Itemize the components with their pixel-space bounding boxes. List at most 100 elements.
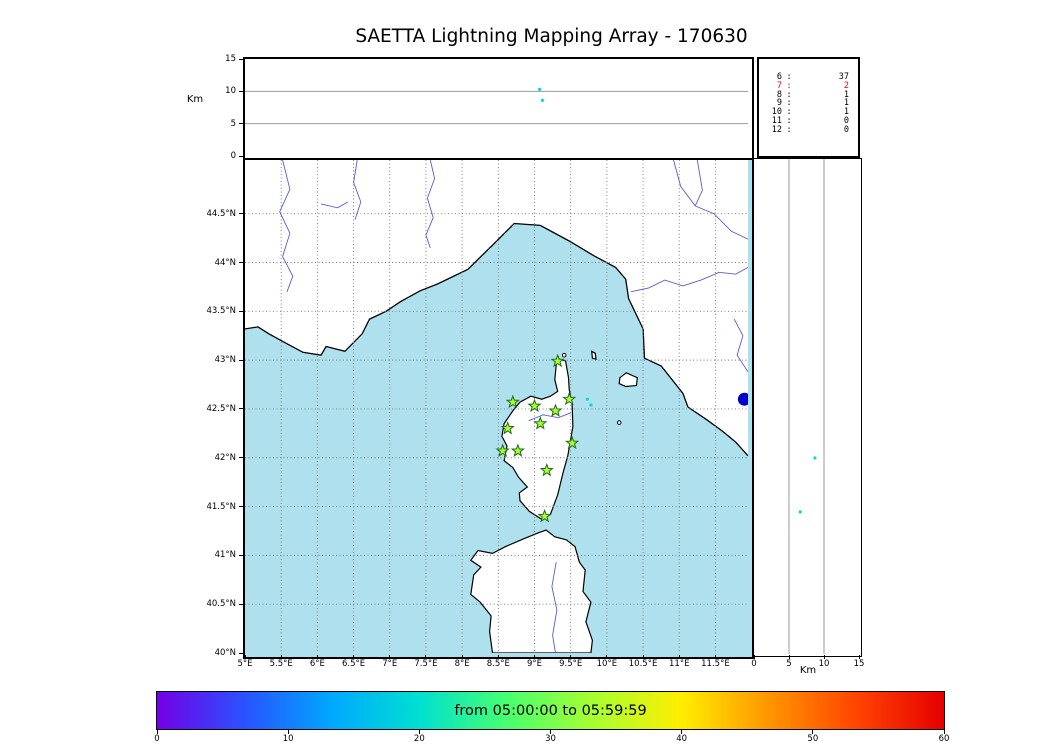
river — [694, 160, 703, 207]
altitude-count-box: 6:37 7:2 8:1 9:1 10:1 11:0 12:0 — [757, 57, 860, 158]
station-marker — [537, 508, 552, 523]
altitude-bin: 11 — [771, 115, 782, 126]
altitude-bin: 10 — [771, 107, 782, 118]
lightning-point — [585, 397, 589, 401]
station-marker — [533, 416, 548, 430]
altitude-longitude-panel — [243, 57, 754, 162]
lon-tick-label: 5°E — [237, 659, 253, 669]
tick-mark — [550, 730, 551, 734]
lightning-point — [589, 403, 593, 407]
lon-tick-label: 6°E — [309, 659, 325, 669]
lightning-point — [813, 456, 817, 460]
river — [551, 562, 558, 653]
lat-tick-label: 43.5°N — [206, 306, 236, 317]
tick-mark — [418, 730, 420, 734]
lightning-point — [798, 510, 802, 514]
lon-tick-label: 11°E — [669, 659, 690, 669]
colorbar: from 05:00:00 to 05:59:59 — [156, 691, 945, 730]
count-value: 1 — [843, 98, 849, 109]
count-value: 37 — [838, 72, 849, 82]
lat-tick-label: 40.5°N — [206, 599, 236, 610]
lat-tick-label: 41°N — [214, 550, 236, 561]
histogram-row: 7: 2 — [767, 80, 849, 91]
lon-tick-label: 6.5°E — [341, 659, 366, 669]
islet — [616, 420, 622, 425]
separator: : — [786, 89, 792, 100]
coastline — [245, 222, 748, 457]
colorbar-tick-label: 50 — [807, 734, 819, 744]
count-value: 2 — [843, 80, 849, 91]
lat-tick-label: 42°N — [214, 452, 236, 463]
lat-tick-label: 43°N — [214, 355, 236, 366]
sardinia-island — [469, 529, 594, 653]
colorbar-tick-label: 20 — [413, 734, 425, 744]
altitude-bin: 9 — [776, 98, 782, 109]
lon-tick-label: 8.5°E — [486, 659, 510, 669]
alt-tick-label: 15 — [225, 54, 236, 64]
histogram-row: 6: 37 — [767, 73, 849, 82]
lon-tick-label: 5.5°E — [269, 659, 293, 669]
colorbar-tick-label: 30 — [545, 734, 556, 744]
separator: : — [786, 72, 792, 82]
altitude-longitude-plot — [245, 87, 748, 125]
map-plot — [245, 160, 748, 653]
station-marker — [527, 398, 542, 413]
river — [528, 412, 571, 422]
right-panel-xlabel: Km — [799, 665, 817, 676]
histogram-row: 8: 1 — [767, 89, 849, 100]
station-marker — [495, 443, 510, 458]
lat-tick-label: 44°N — [214, 257, 236, 268]
histogram-row: 11: 0 — [767, 117, 849, 126]
station-marker — [550, 353, 565, 368]
separator: : — [786, 107, 792, 118]
altitude-bin: 12 — [771, 124, 782, 135]
river — [320, 201, 349, 209]
histogram-row: 10: 1 — [767, 108, 849, 117]
river — [425, 160, 436, 249]
histogram-row: 9: 1 — [767, 99, 849, 108]
tick-mark — [681, 730, 683, 734]
station-marker — [510, 443, 525, 458]
colorbar-tick-label: 0 — [154, 734, 160, 744]
altitude-latitude-plot — [788, 159, 825, 654]
river — [353, 160, 362, 220]
station-marker — [539, 462, 554, 477]
station-marker — [500, 421, 515, 435]
lon-tick-label: 10.5°E — [628, 659, 658, 669]
colorbar-label: from 05:00:00 to 05:59:59 — [454, 702, 647, 719]
colorbar-tick-label: 40 — [676, 734, 688, 744]
altitude-bin: 7 — [776, 80, 782, 91]
lon-tick-label: 7°E — [382, 659, 398, 669]
lon-tick-label: 8°E — [454, 659, 470, 669]
figure-title: SAETTA Lightning Mapping Array - 170630 — [355, 26, 748, 47]
count-value: 1 — [843, 107, 849, 118]
lon-tick-label: 10°E — [596, 659, 618, 669]
top-panel-ylabel: Km — [186, 94, 204, 105]
river — [630, 267, 748, 293]
blue-marker — [737, 392, 748, 406]
river — [279, 160, 294, 292]
station-marker — [505, 394, 520, 409]
altitude-bin: 8 — [776, 89, 782, 100]
tick-mark — [156, 730, 158, 734]
separator: : — [786, 124, 792, 135]
count-value: 0 — [843, 115, 849, 126]
alt-tick-label: 5 — [230, 118, 236, 129]
lightning-point — [538, 87, 542, 91]
separator: : — [786, 115, 792, 126]
river — [733, 318, 748, 373]
station-marker — [562, 391, 577, 406]
capraia-island — [590, 350, 597, 361]
tick-mark — [287, 730, 289, 734]
lon-tick-label: 7.5°E — [414, 659, 438, 669]
lat-tick-label: 41.5°N — [206, 501, 236, 512]
station-marker — [565, 435, 580, 450]
lat-tick-label: 40°N — [214, 648, 236, 658]
alt-tick-label: 15 — [853, 659, 865, 669]
colorbar-tick-label: 60 — [938, 734, 950, 744]
colorbar-tick-label: 10 — [282, 734, 294, 744]
altitude-bin: 6 — [776, 72, 782, 82]
map-panel — [243, 158, 754, 659]
tick-mark — [812, 730, 814, 734]
station-marker — [548, 403, 563, 417]
